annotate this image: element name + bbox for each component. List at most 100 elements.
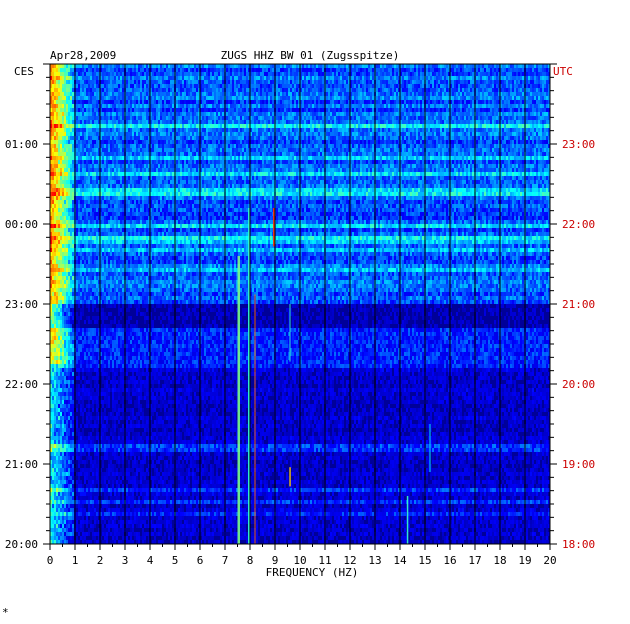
heatmap-cell: [80, 92, 82, 96]
heatmap-cell: [442, 76, 444, 80]
heatmap-cell: [496, 136, 498, 140]
heatmap-cell: [446, 92, 448, 96]
heatmap-cell: [342, 84, 344, 88]
heatmap-cell: [214, 100, 216, 104]
heatmap-cell: [180, 72, 182, 76]
heatmap-cell: [328, 92, 330, 96]
heatmap-cell: [184, 72, 186, 76]
heatmap-cell: [430, 116, 432, 120]
heatmap-cell: [96, 128, 98, 132]
heatmap-cell: [396, 116, 398, 120]
heatmap-cell: [486, 76, 488, 80]
heatmap-cell: [338, 84, 340, 88]
heatmap-cell: [56, 112, 58, 116]
heatmap-cell: [236, 120, 238, 124]
heatmap-cell: [192, 108, 194, 112]
heatmap-cell: [222, 136, 224, 140]
heatmap-cell: [138, 92, 140, 96]
heatmap-cell: [88, 80, 90, 84]
heatmap-cell: [92, 116, 94, 120]
heatmap-cell: [292, 100, 294, 104]
heatmap-cell: [292, 112, 294, 116]
heatmap-cell: [288, 128, 290, 132]
heatmap-cell: [392, 92, 394, 96]
heatmap-cell: [346, 136, 348, 140]
heatmap-cell: [176, 140, 178, 144]
heatmap-cell: [304, 64, 306, 68]
heatmap-cell: [338, 104, 340, 108]
heatmap-cell: [390, 72, 392, 76]
heatmap-cell: [126, 80, 128, 84]
heatmap-cell: [60, 100, 62, 104]
heatmap-cell: [280, 120, 282, 124]
heatmap-cell: [546, 76, 548, 80]
heatmap-cell: [162, 140, 164, 144]
heatmap-cell: [260, 80, 262, 84]
heatmap-cell: [238, 104, 240, 108]
heatmap-cell: [256, 100, 258, 104]
heatmap-cell: [380, 84, 382, 88]
heatmap-cell: [522, 120, 524, 124]
heatmap-cell: [496, 88, 498, 92]
heatmap-cell: [346, 96, 348, 100]
heatmap-cell: [518, 88, 520, 92]
heatmap-cell: [510, 108, 512, 112]
heatmap-cell: [192, 100, 194, 104]
heatmap-cell: [58, 72, 60, 76]
heatmap-cell: [190, 120, 192, 124]
heatmap-cell: [370, 112, 372, 116]
heatmap-cell: [392, 100, 394, 104]
heatmap-cell: [426, 100, 428, 104]
heatmap-cell: [96, 112, 98, 116]
heatmap-cell: [140, 120, 142, 124]
heatmap-cell: [268, 84, 270, 88]
heatmap-cell: [468, 76, 470, 80]
heatmap-cell: [240, 76, 242, 80]
heatmap-cell: [456, 136, 458, 140]
heatmap-cell: [268, 100, 270, 104]
heatmap-cell: [234, 80, 236, 84]
heatmap-cell: [332, 132, 334, 136]
heatmap-cell: [104, 68, 106, 72]
heatmap-cell: [546, 104, 548, 108]
heatmap-cell: [358, 64, 360, 68]
heatmap-cell: [368, 68, 370, 72]
heatmap-cell: [512, 136, 514, 140]
heatmap-cell: [208, 100, 210, 104]
heatmap-cell: [512, 128, 514, 132]
heatmap-cell: [426, 68, 428, 72]
heatmap-cell: [96, 76, 98, 80]
heatmap-cell: [334, 112, 336, 116]
heatmap-cell: [528, 112, 530, 116]
heatmap-cell: [538, 92, 540, 96]
heatmap-cell: [238, 76, 240, 80]
heatmap-cell: [386, 76, 388, 80]
heatmap-cell: [142, 80, 144, 84]
heatmap-cell: [430, 124, 432, 128]
heatmap-cell: [246, 88, 248, 92]
heatmap-cell: [344, 128, 346, 132]
heatmap-cell: [520, 92, 522, 96]
heatmap-cell: [438, 124, 440, 128]
heatmap-cell: [444, 64, 446, 68]
heatmap-cell: [420, 104, 422, 108]
heatmap-cell: [180, 88, 182, 92]
heatmap-cell: [434, 108, 436, 112]
heatmap-cell: [394, 88, 396, 92]
heatmap-cell: [544, 72, 546, 76]
heatmap-cell: [436, 116, 438, 120]
heatmap-cell: [494, 136, 496, 140]
heatmap-cell: [236, 76, 238, 80]
heatmap-cell: [310, 124, 312, 128]
heatmap-cell: [192, 96, 194, 100]
heatmap-cell: [288, 80, 290, 84]
heatmap-cell: [80, 112, 82, 116]
heatmap-cell: [210, 80, 212, 84]
heatmap-cell: [478, 120, 480, 124]
heatmap-cell: [164, 132, 166, 136]
heatmap-cell: [394, 68, 396, 72]
heatmap-cell: [102, 108, 104, 112]
heatmap-cell: [156, 132, 158, 136]
heatmap-cell: [464, 112, 466, 116]
heatmap-cell: [234, 84, 236, 88]
